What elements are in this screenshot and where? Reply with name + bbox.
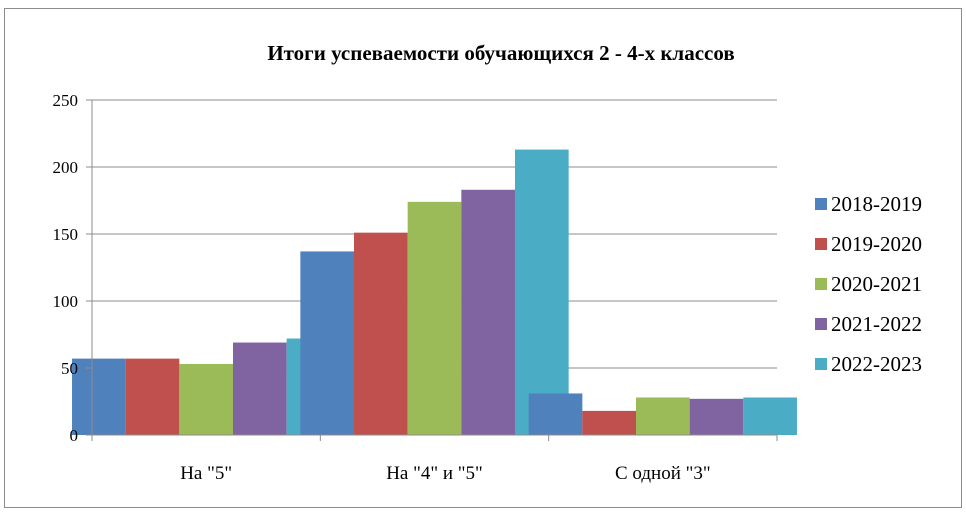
bar-chart: Итоги успеваемости обучающихся 2 - 4-х к… bbox=[53, 41, 923, 484]
bar-2020-2021-2 bbox=[407, 201, 462, 435]
bar-2019-2020-1 bbox=[125, 358, 180, 435]
bar-2021-2022-3 bbox=[689, 398, 744, 435]
legend-label: 2021-2022 bbox=[831, 312, 922, 336]
bar-2020-2021-1 bbox=[179, 363, 233, 435]
y-tick-labels: 0 50 100 150 200 250 bbox=[53, 91, 79, 445]
bar-2021-2022-1 bbox=[232, 342, 287, 435]
bar-2018-2019-2 bbox=[300, 251, 355, 435]
chart-frame: Итоги успеваемости обучающихся 2 - 4-х к… bbox=[4, 8, 962, 508]
bars bbox=[72, 149, 797, 435]
legend-swatch bbox=[815, 238, 827, 250]
category-label: На "4" и "5" bbox=[386, 463, 483, 484]
bar-2022-2023-2 bbox=[514, 149, 569, 435]
y-tick-label: 150 bbox=[53, 225, 79, 244]
y-tick-label: 50 bbox=[61, 359, 78, 378]
bar-2018-2019-3 bbox=[528, 393, 583, 435]
legend: 2018-2019 2019-2020 2020-2021 2021-2022 2022… bbox=[815, 192, 922, 376]
bar-2020-2021-3 bbox=[636, 397, 690, 435]
legend-label: 2022-2023 bbox=[831, 352, 922, 376]
axes bbox=[86, 99, 778, 441]
y-tick-label: 0 bbox=[70, 426, 79, 445]
legend-label: 2018-2019 bbox=[831, 192, 922, 216]
bar-2018-2019-1 bbox=[72, 358, 126, 435]
category-label: С одной "3" bbox=[615, 463, 711, 484]
chart-title: Итоги успеваемости обучающихся 2 - 4-х к… bbox=[267, 41, 734, 65]
legend-swatch bbox=[815, 358, 827, 370]
legend-label: 2019-2020 bbox=[831, 232, 922, 256]
bar-2021-2022-2 bbox=[461, 189, 515, 435]
legend-swatch bbox=[815, 278, 827, 290]
legend-label: 2020-2021 bbox=[831, 272, 922, 296]
y-tick-label: 100 bbox=[53, 292, 79, 311]
category-label: На "5" bbox=[180, 463, 232, 484]
y-tick-label: 250 bbox=[53, 91, 79, 110]
bar-2022-2023-3 bbox=[743, 397, 797, 435]
bar-2019-2020-2 bbox=[354, 232, 408, 435]
legend-swatch bbox=[815, 318, 827, 330]
category-labels: На "5" На "4" и "5" С одной "3" bbox=[180, 463, 710, 484]
legend-swatch bbox=[815, 198, 827, 210]
bar-2019-2020-3 bbox=[582, 410, 637, 435]
y-tick-label: 200 bbox=[53, 158, 79, 177]
